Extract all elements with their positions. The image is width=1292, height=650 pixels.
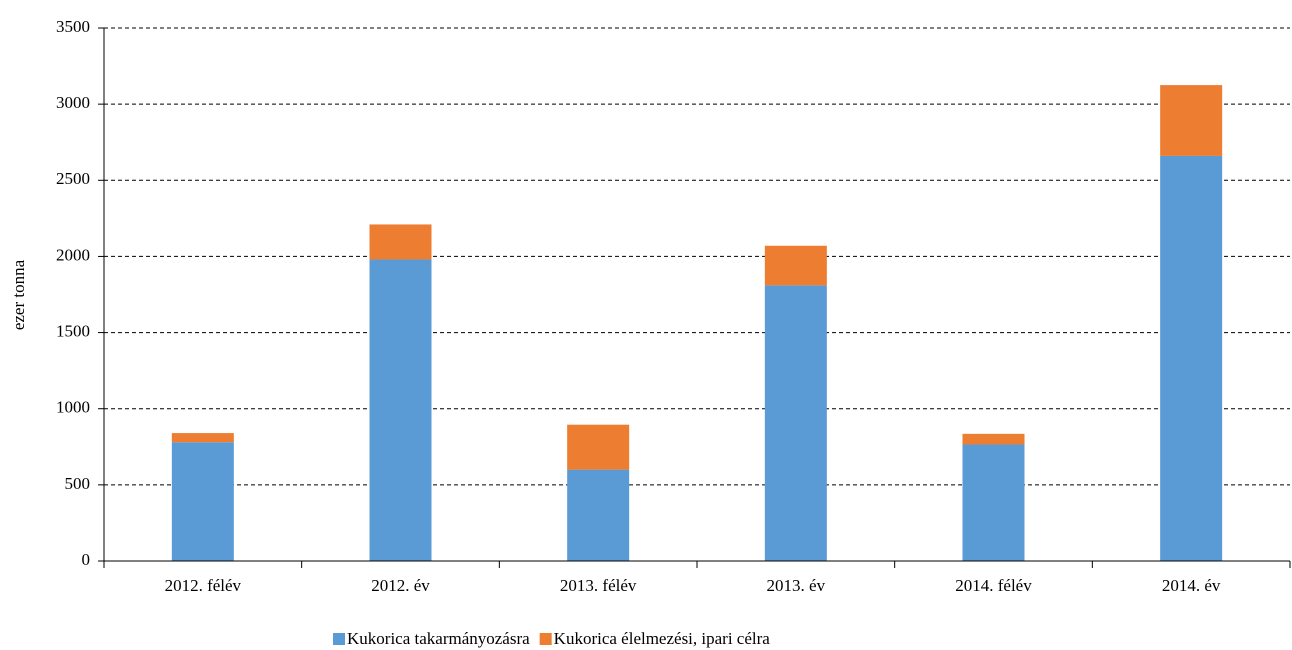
x-tick-label: 2013. év — [767, 576, 826, 595]
legend-label: Kukorica élelmezési, ipari célra — [554, 629, 771, 648]
bar-segment — [1160, 85, 1223, 156]
y-tick-label: 500 — [65, 474, 91, 493]
y-tick-label: 3500 — [56, 17, 90, 36]
bar-segment — [1160, 155, 1223, 562]
bar-segment — [369, 259, 432, 561]
legend-label: Kukorica takarmányozásra — [347, 629, 530, 648]
bar-segment — [962, 433, 1025, 445]
bar-segment — [171, 442, 234, 561]
x-tick-label: 2014. év — [1162, 576, 1221, 595]
bar-segment — [764, 245, 827, 286]
legend-swatch — [539, 633, 552, 645]
y-axis-label: ezer tonna — [9, 259, 28, 330]
y-tick-label: 1000 — [56, 398, 90, 417]
y-tick-label: 2000 — [56, 245, 90, 264]
x-tick-label: 2013. félév — [560, 576, 637, 595]
bar-segment — [962, 444, 1025, 561]
bar-segment — [764, 285, 827, 561]
bar-segment — [567, 424, 630, 470]
bar-segment — [171, 433, 234, 443]
y-tick-label: 2500 — [56, 169, 90, 188]
y-tick-label: 3000 — [56, 93, 90, 112]
legend-swatch — [333, 633, 345, 645]
x-tick-label: 2014. félév — [955, 576, 1032, 595]
bar-segment — [369, 224, 432, 260]
x-tick-label: 2012. félév — [165, 576, 242, 595]
y-tick-label: 0 — [82, 550, 91, 569]
y-tick-label: 1500 — [56, 321, 90, 340]
x-tick-label: 2012. év — [371, 576, 430, 595]
bar-segment — [567, 469, 630, 561]
